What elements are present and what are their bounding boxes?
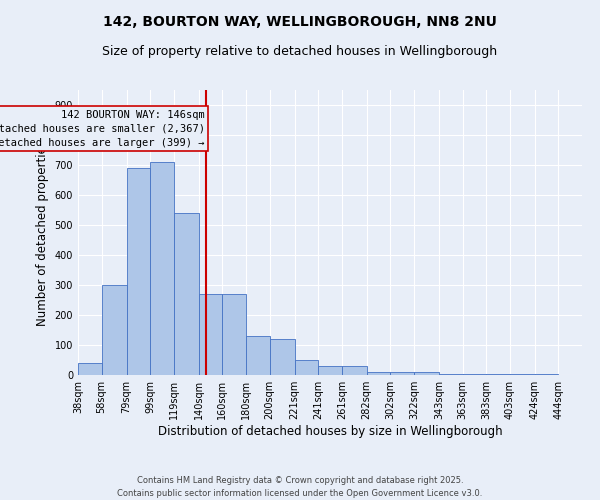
Bar [174,213,199,375]
Bar [391,372,414,375]
Y-axis label: Number of detached properties: Number of detached properties [36,140,49,326]
Bar [127,168,150,375]
Bar [439,374,463,375]
X-axis label: Distribution of detached houses by size in Wellingborough: Distribution of detached houses by size … [158,425,502,438]
Bar [246,336,269,375]
Bar [101,285,127,375]
Bar [150,162,174,375]
Bar [199,294,223,375]
Bar [342,366,367,375]
Bar [367,372,391,375]
Bar [414,372,439,375]
Text: Size of property relative to detached houses in Wellingborough: Size of property relative to detached ho… [103,45,497,58]
Bar [463,374,486,375]
Bar [269,339,295,375]
Bar [318,366,342,375]
Text: 142, BOURTON WAY, WELLINGBOROUGH, NN8 2NU: 142, BOURTON WAY, WELLINGBOROUGH, NN8 2N… [103,15,497,29]
Bar [78,363,101,375]
Bar [223,294,246,375]
Text: Contains HM Land Registry data © Crown copyright and database right 2025.
Contai: Contains HM Land Registry data © Crown c… [118,476,482,498]
Bar [535,374,559,375]
Bar [295,360,318,375]
Text: 142 BOURTON WAY: 146sqm
← 85% of detached houses are smaller (2,367)
14% of semi: 142 BOURTON WAY: 146sqm ← 85% of detache… [0,110,205,148]
Bar [486,374,510,375]
Bar [510,374,535,375]
